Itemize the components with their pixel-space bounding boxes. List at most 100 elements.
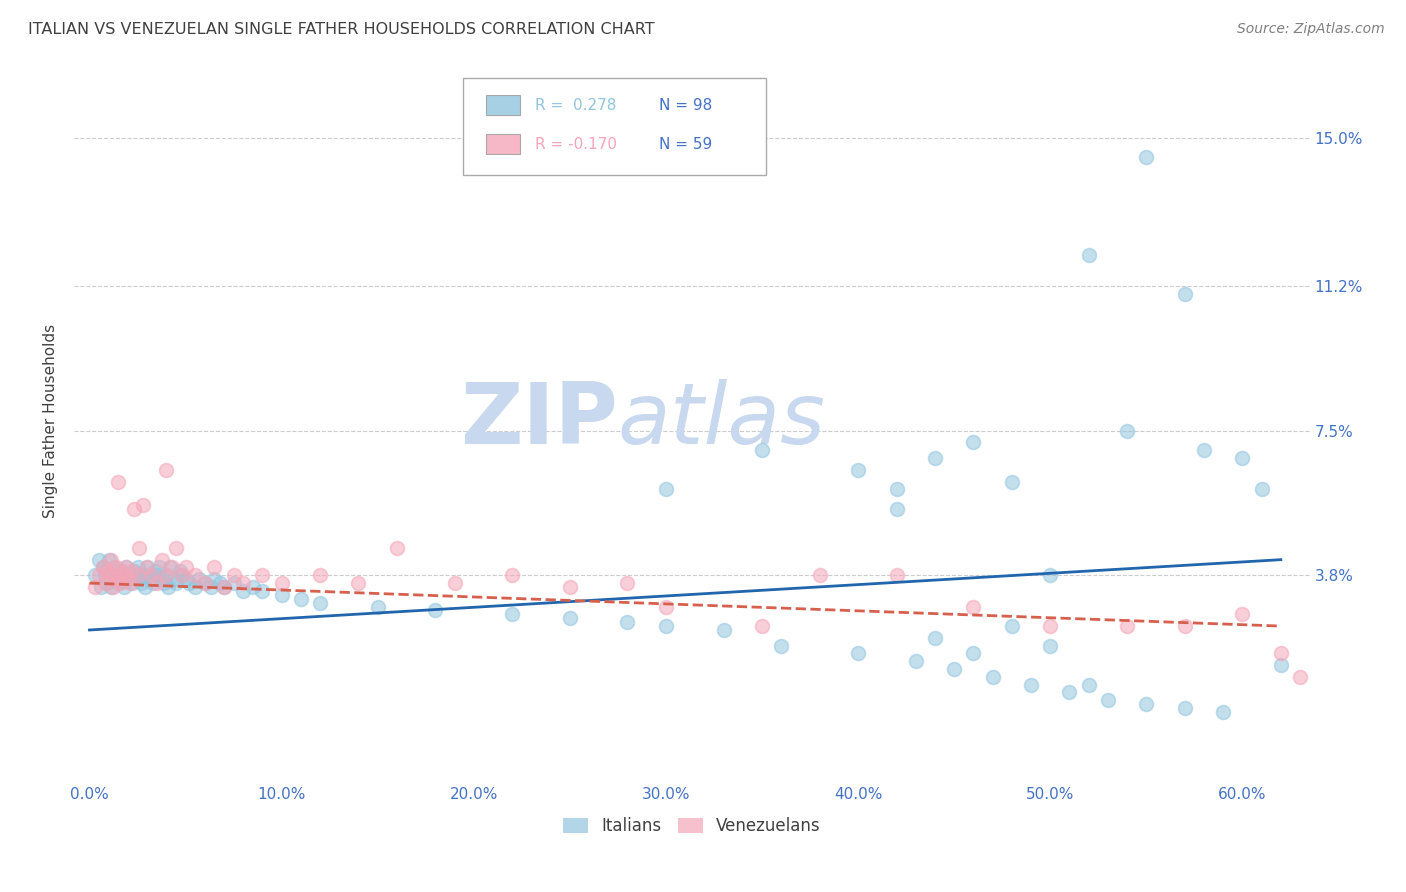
Point	[152, 552, 174, 566]
Point	[90, 580, 112, 594]
Point	[751, 619, 773, 633]
Point	[152, 572, 174, 586]
Point	[188, 572, 211, 586]
Point	[184, 580, 207, 594]
Text: R = -0.170: R = -0.170	[534, 136, 617, 152]
Point	[132, 568, 155, 582]
Point	[121, 565, 143, 579]
Point	[105, 572, 128, 586]
Point	[94, 576, 117, 591]
Point	[202, 572, 225, 586]
Point	[194, 576, 217, 591]
Point	[290, 591, 312, 606]
Point	[174, 572, 197, 586]
Point	[111, 565, 134, 579]
Point	[163, 572, 186, 586]
Point	[159, 560, 181, 574]
Text: Source: ZipAtlas.com: Source: ZipAtlas.com	[1237, 22, 1385, 37]
Point	[145, 568, 167, 582]
Point	[1212, 705, 1234, 719]
Point	[117, 568, 139, 582]
Point	[1135, 697, 1157, 711]
Point	[1116, 424, 1139, 438]
Point	[1232, 607, 1254, 622]
Point	[97, 568, 120, 582]
Point	[117, 572, 139, 586]
Point	[91, 560, 114, 574]
Point	[252, 568, 274, 582]
Point	[309, 596, 332, 610]
Point	[1077, 678, 1099, 692]
Point	[1039, 568, 1062, 582]
Point	[443, 576, 465, 591]
Point	[101, 580, 124, 594]
Point	[155, 568, 177, 582]
Point	[138, 568, 160, 582]
Legend: Italians, Venezuelans: Italians, Venezuelans	[562, 817, 821, 836]
Point	[112, 568, 135, 582]
Point	[153, 576, 176, 591]
Point	[558, 580, 581, 594]
Point	[124, 568, 146, 582]
Point	[134, 580, 156, 594]
Text: N = 98: N = 98	[658, 97, 711, 112]
Point	[1174, 701, 1197, 715]
Point	[242, 580, 264, 594]
Point	[136, 560, 159, 574]
Point	[122, 501, 145, 516]
Point	[962, 647, 984, 661]
Point	[174, 560, 197, 574]
Point	[194, 576, 217, 591]
Point	[655, 619, 678, 633]
Point	[160, 560, 183, 574]
Point	[222, 576, 245, 591]
Point	[128, 572, 150, 586]
Point	[904, 654, 927, 668]
Point	[200, 580, 222, 594]
Point	[270, 576, 292, 591]
Point	[121, 576, 143, 591]
Point	[94, 568, 117, 582]
Point	[209, 576, 232, 591]
Point	[100, 552, 122, 566]
Point	[1192, 443, 1215, 458]
Point	[1001, 475, 1024, 489]
Point	[385, 541, 408, 555]
Point	[1270, 647, 1292, 661]
Point	[131, 576, 153, 591]
Point	[127, 560, 149, 574]
Text: atlas: atlas	[617, 379, 825, 462]
Point	[252, 583, 274, 598]
Point	[347, 576, 370, 591]
Point	[808, 568, 831, 582]
FancyBboxPatch shape	[464, 78, 766, 175]
Point	[91, 560, 114, 574]
Point	[184, 568, 207, 582]
Point	[616, 615, 638, 630]
Point	[143, 565, 166, 579]
Point	[118, 576, 141, 591]
Point	[1019, 678, 1042, 692]
Text: N = 59: N = 59	[658, 136, 711, 152]
Point	[169, 565, 191, 579]
Point	[1077, 248, 1099, 262]
Point	[425, 603, 447, 617]
Y-axis label: Single Father Households: Single Father Households	[44, 324, 58, 518]
Point	[97, 552, 120, 566]
Point	[101, 568, 124, 582]
Point	[886, 483, 908, 497]
Point	[924, 451, 946, 466]
Text: ITALIAN VS VENEZUELAN SINGLE FATHER HOUSEHOLDS CORRELATION CHART: ITALIAN VS VENEZUELAN SINGLE FATHER HOUS…	[28, 22, 655, 37]
Point	[84, 568, 107, 582]
Point	[107, 576, 129, 591]
Point	[1270, 658, 1292, 673]
Point	[212, 580, 235, 594]
Point	[115, 560, 138, 574]
Point	[501, 607, 523, 622]
Point	[713, 623, 735, 637]
Point	[1039, 619, 1062, 633]
Point	[148, 560, 170, 574]
Point	[108, 576, 131, 591]
Point	[165, 541, 187, 555]
Point	[770, 639, 793, 653]
